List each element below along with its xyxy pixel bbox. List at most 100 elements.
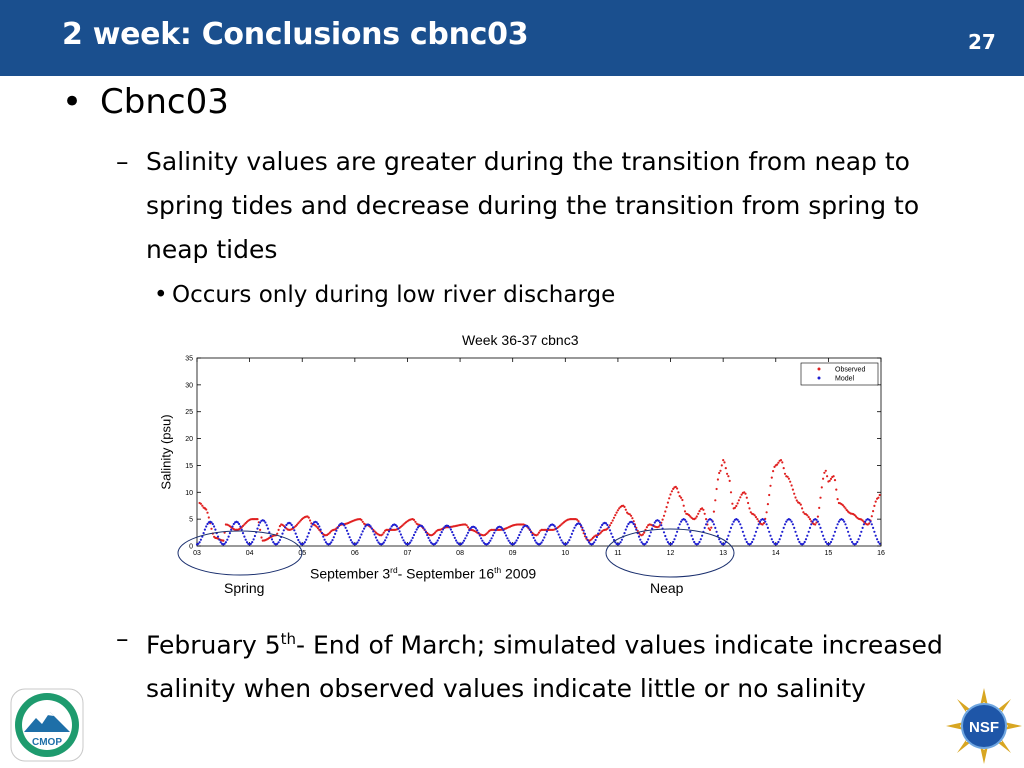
data-point-model: [556, 530, 559, 533]
data-point-model: [849, 538, 852, 541]
data-point-observed: [201, 504, 204, 507]
nsf-logo: NSF: [946, 688, 1022, 764]
data-point-model: [665, 538, 668, 541]
data-point-model: [423, 528, 426, 531]
data-point-model: [806, 534, 809, 537]
data-point-model: [224, 541, 227, 544]
data-point-observed: [381, 533, 384, 536]
data-point-model: [515, 539, 518, 542]
data-point-observed: [207, 516, 210, 519]
data-point-model: [601, 523, 604, 527]
data-point-model: [795, 534, 798, 537]
data-point-model: [465, 534, 468, 537]
data-point-model: [648, 534, 651, 538]
data-point-model: [873, 530, 876, 533]
data-point-observed: [715, 487, 718, 491]
x-tick-label: 07: [404, 550, 412, 557]
data-point-observed: [665, 506, 668, 509]
data-point-model: [206, 522, 209, 526]
data-point-observed: [719, 469, 722, 472]
data-point-observed: [687, 514, 691, 517]
data-point-model: [253, 534, 256, 538]
data-point-model: [765, 523, 768, 526]
data-point-model: [822, 534, 825, 537]
data-point-model: [798, 540, 801, 544]
data-point-model: [447, 524, 450, 528]
data-point-model: [583, 532, 587, 536]
data-point-observed: [793, 492, 796, 495]
legend-marker: [817, 367, 821, 371]
data-point-observed: [414, 520, 417, 523]
data-point-model: [555, 527, 558, 530]
data-point-model: [647, 538, 650, 541]
x-tick-label: 10: [561, 550, 569, 557]
data-point-model: [632, 522, 635, 526]
data-point-model: [420, 524, 423, 528]
data-point-observed: [465, 524, 468, 527]
data-point-model: [841, 518, 845, 521]
data-point-model: [441, 528, 445, 531]
data-point-model: [318, 525, 321, 528]
data-point-model: [307, 532, 310, 535]
data-point-model: [493, 531, 496, 534]
data-point-model: [624, 528, 627, 531]
data-point-model: [690, 534, 693, 537]
data-point-observed: [668, 497, 671, 500]
data-point-model: [443, 526, 446, 529]
data-point-model: [455, 539, 458, 542]
data-point-model: [384, 539, 387, 542]
data-point-model: [736, 518, 739, 521]
data-point-observed: [798, 501, 801, 505]
data-point-model: [357, 539, 360, 542]
data-point-observed: [826, 475, 829, 478]
data-point-model: [818, 523, 821, 526]
data-point-observed: [747, 501, 750, 505]
data-point-observed: [779, 459, 783, 462]
data-point-model: [740, 526, 743, 530]
data-point-observed: [206, 511, 209, 514]
data-point-model: [651, 527, 654, 530]
bullet-text: Cbnc03: [100, 82, 229, 122]
data-point-model: [453, 536, 456, 540]
data-point-model: [739, 523, 742, 526]
data-point-model: [230, 528, 233, 531]
data-point-model: [570, 532, 574, 536]
data-point-observed: [599, 531, 602, 534]
data-point-model: [414, 531, 417, 534]
data-point-model: [731, 523, 734, 526]
data-point-observed: [773, 465, 776, 468]
data-point-model: [779, 534, 783, 537]
data-point-model: [468, 529, 471, 532]
data-point-model: [331, 539, 334, 542]
data-point-model: [435, 541, 438, 544]
data-point-observed: [590, 538, 593, 541]
data-point-model: [427, 536, 430, 540]
bullet-dot-icon: •: [154, 282, 168, 308]
data-point-model: [729, 526, 733, 530]
data-point-observed: [199, 502, 202, 505]
data-point-observed: [327, 532, 330, 536]
data-point-model: [401, 536, 404, 539]
data-point-model: [231, 525, 234, 528]
data-point-model: [582, 529, 585, 532]
data-point-model: [558, 536, 562, 539]
data-point-model: [672, 540, 675, 544]
data-point-model: [449, 528, 452, 531]
data-point-model: [586, 539, 589, 542]
data-point-observed: [674, 485, 677, 488]
data-point-model: [737, 520, 741, 523]
data-point-model: [728, 530, 731, 533]
data-point-observed: [832, 475, 835, 478]
data-point-model: [403, 541, 406, 544]
data-point-observed: [294, 525, 297, 528]
data-point-model: [836, 523, 839, 526]
data-point-observed: [576, 518, 579, 521]
data-point-model: [706, 520, 709, 523]
data-point-model: [548, 525, 551, 528]
data-point-observed: [836, 498, 839, 501]
data-point-model: [561, 541, 564, 544]
data-point-model: [804, 538, 808, 541]
data-point-model: [348, 536, 351, 539]
data-point-observed: [624, 508, 627, 511]
data-point-model: [478, 534, 481, 537]
